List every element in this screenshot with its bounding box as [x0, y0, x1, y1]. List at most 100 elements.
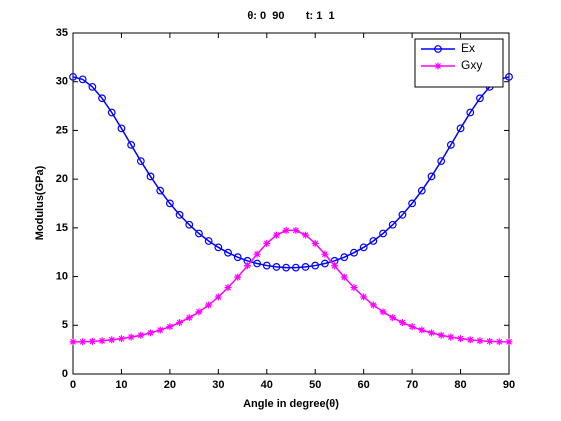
x-axis-label: Angle in degree(θ)	[243, 398, 339, 410]
marker	[331, 262, 339, 270]
marker	[88, 82, 97, 91]
marker	[292, 226, 300, 234]
marker	[389, 314, 397, 322]
marker	[107, 108, 116, 117]
marker	[253, 250, 261, 258]
marker	[175, 210, 184, 219]
marker	[69, 72, 77, 81]
marker	[79, 338, 87, 346]
marker	[272, 231, 280, 239]
marker	[108, 336, 116, 344]
marker	[340, 273, 348, 281]
marker	[437, 331, 445, 339]
series-line	[72, 229, 510, 343]
marker	[379, 308, 387, 316]
marker	[408, 323, 416, 331]
marker	[224, 248, 232, 257]
marker	[117, 335, 125, 343]
y-axis-label: Modulus(GPa)	[34, 165, 46, 240]
y-tick-label: 10	[56, 270, 68, 282]
x-tick-label: 10	[115, 379, 127, 391]
marker	[98, 337, 106, 345]
x-tick-label: 40	[261, 379, 273, 391]
marker	[263, 239, 271, 247]
marker	[457, 335, 465, 343]
marker	[427, 329, 435, 337]
marker	[359, 243, 368, 252]
marker	[505, 72, 513, 81]
legend-box	[414, 38, 504, 88]
x-tick-label: 90	[503, 379, 515, 391]
x-tick-label: 50	[309, 379, 321, 391]
marker	[282, 263, 291, 272]
marker	[321, 259, 329, 268]
marker	[195, 308, 203, 316]
marker	[127, 333, 135, 341]
marker	[262, 261, 271, 270]
marker	[195, 229, 203, 238]
x-tick-label: 0	[70, 379, 76, 391]
marker	[434, 62, 442, 70]
marker	[340, 253, 349, 262]
y-tick-label: 5	[62, 319, 68, 331]
marker	[476, 94, 484, 103]
marker	[408, 199, 417, 208]
series	[69, 226, 513, 346]
plot-area	[72, 32, 510, 375]
marker	[427, 172, 436, 181]
marker	[204, 237, 213, 245]
marker	[476, 337, 484, 345]
marker	[466, 336, 474, 344]
marker	[291, 263, 300, 272]
marker	[282, 226, 290, 234]
marker	[147, 329, 155, 337]
marker	[446, 140, 455, 149]
marker	[127, 140, 136, 149]
y-tick-label: 20	[56, 173, 68, 185]
marker	[156, 186, 165, 195]
y-tick-label: 35	[56, 27, 68, 39]
marker	[214, 243, 223, 252]
marker	[311, 239, 319, 247]
marker	[434, 45, 442, 53]
marker	[98, 94, 106, 103]
legend: Ex Gxy	[414, 38, 504, 88]
marker	[505, 338, 513, 346]
marker	[398, 319, 406, 327]
legend-label: Gxy	[461, 58, 482, 72]
marker	[350, 284, 358, 292]
marker	[417, 186, 426, 195]
legend-label: Ex	[461, 41, 475, 55]
marker	[234, 273, 242, 281]
marker	[398, 210, 407, 219]
marker	[136, 157, 145, 166]
y-tick-label: 30	[56, 76, 68, 88]
marker	[185, 314, 193, 322]
marker	[243, 262, 251, 270]
x-tick-label: 60	[358, 379, 370, 391]
marker	[205, 301, 213, 309]
marker	[321, 250, 329, 258]
marker	[69, 338, 77, 346]
chart-title: θ: 0 90 t: 1 1	[247, 10, 334, 22]
x-tick-label: 70	[406, 379, 418, 391]
marker	[379, 229, 387, 238]
marker	[233, 253, 242, 262]
marker	[437, 157, 446, 166]
marker	[176, 319, 184, 327]
marker	[117, 124, 126, 133]
marker	[165, 199, 174, 208]
marker	[272, 263, 281, 271]
marker	[185, 220, 194, 229]
marker	[166, 323, 174, 331]
x-tick-label: 20	[164, 379, 176, 391]
marker	[360, 293, 368, 301]
marker	[369, 237, 378, 245]
marker	[350, 248, 358, 257]
y-tick-label: 25	[56, 124, 68, 136]
marker	[369, 301, 377, 309]
marker	[146, 172, 155, 181]
x-tick-label: 80	[454, 379, 466, 391]
